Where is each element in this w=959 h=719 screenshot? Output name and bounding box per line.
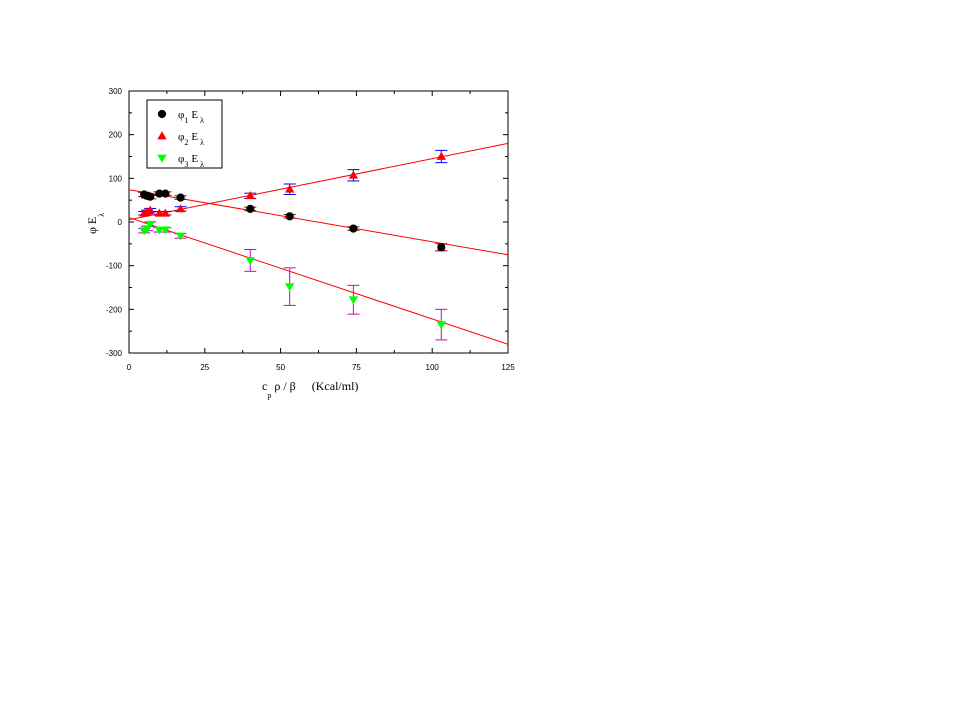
y-tick-label-5: 200 bbox=[109, 131, 123, 140]
y-tick-label-6: 300 bbox=[109, 87, 123, 96]
point-2-3 bbox=[154, 226, 165, 235]
point-1-5 bbox=[175, 204, 186, 213]
point-2-6 bbox=[245, 257, 255, 266]
x-axis-label-rest: ρ / β bbox=[271, 379, 295, 393]
x-axis-label-main: c bbox=[262, 379, 267, 393]
legend-marker-1 bbox=[157, 131, 167, 140]
error-bars bbox=[138, 149, 448, 341]
x-tick-label-3: 75 bbox=[352, 363, 361, 372]
point-1-6 bbox=[245, 191, 255, 200]
y-tick-label-0: -300 bbox=[106, 349, 123, 358]
x-axis-label-units: (Kcal/ml) bbox=[312, 379, 359, 393]
svg-text:φ Eλ: φ Eλ bbox=[85, 213, 106, 234]
x-axis-ticks: 0 25 50 75 100 125 bbox=[127, 91, 515, 372]
point-0-4 bbox=[161, 189, 170, 198]
legend-box bbox=[146, 99, 223, 169]
y-axis-ticks: -300 -200 -100 0 100 200 300 bbox=[106, 87, 508, 358]
point-2-2 bbox=[145, 220, 155, 229]
point-1-2 bbox=[145, 205, 155, 214]
x-axis-label: cp ρ / β (Kcal/ml) bbox=[262, 379, 358, 400]
fit-lines bbox=[129, 142, 508, 345]
x-tick-label-4: 100 bbox=[426, 363, 440, 372]
svg-text:cp ρ / β(Kcal/ml): cp ρ / β (Kcal/ml) bbox=[262, 379, 358, 400]
point-2-5 bbox=[175, 232, 186, 241]
x-tick-label-5: 125 bbox=[501, 363, 515, 372]
point-0-8 bbox=[349, 224, 358, 233]
y-axis-label-sub: λ bbox=[97, 213, 106, 217]
point-1-3 bbox=[154, 208, 165, 217]
point-2-4 bbox=[160, 226, 171, 235]
y-tick-label-2: -100 bbox=[106, 262, 123, 271]
point-2-9 bbox=[436, 321, 446, 330]
y-axis-label-main: φ E bbox=[85, 217, 99, 234]
point-0-7 bbox=[285, 212, 294, 221]
point-0-6 bbox=[246, 204, 255, 213]
y-axis-label: φ Eλ bbox=[85, 213, 106, 234]
point-1-4 bbox=[160, 208, 171, 217]
y-tick-label-1: -200 bbox=[106, 305, 123, 314]
fit-line-1 bbox=[129, 142, 508, 221]
point-1-8 bbox=[348, 170, 359, 179]
point-1-7 bbox=[284, 184, 295, 193]
point-0-5 bbox=[176, 193, 185, 202]
fit-line-2 bbox=[129, 217, 508, 345]
x-tick-label-2: 50 bbox=[276, 363, 285, 372]
legend-marker-0 bbox=[157, 109, 167, 119]
point-1-9 bbox=[436, 151, 446, 160]
data-markers bbox=[139, 151, 446, 330]
x-tick-label-0: 0 bbox=[127, 363, 132, 372]
point-2-7 bbox=[284, 283, 295, 292]
y-tick-label-3: 0 bbox=[118, 218, 123, 227]
x-axis-label-sub: p bbox=[267, 391, 271, 400]
x-tick-label-1: 25 bbox=[200, 363, 209, 372]
y-tick-label-4: 100 bbox=[109, 174, 123, 183]
legend-marker-2 bbox=[157, 154, 167, 163]
point-0-9 bbox=[437, 243, 446, 252]
point-2-8 bbox=[348, 296, 359, 305]
point-0-2 bbox=[146, 192, 155, 201]
